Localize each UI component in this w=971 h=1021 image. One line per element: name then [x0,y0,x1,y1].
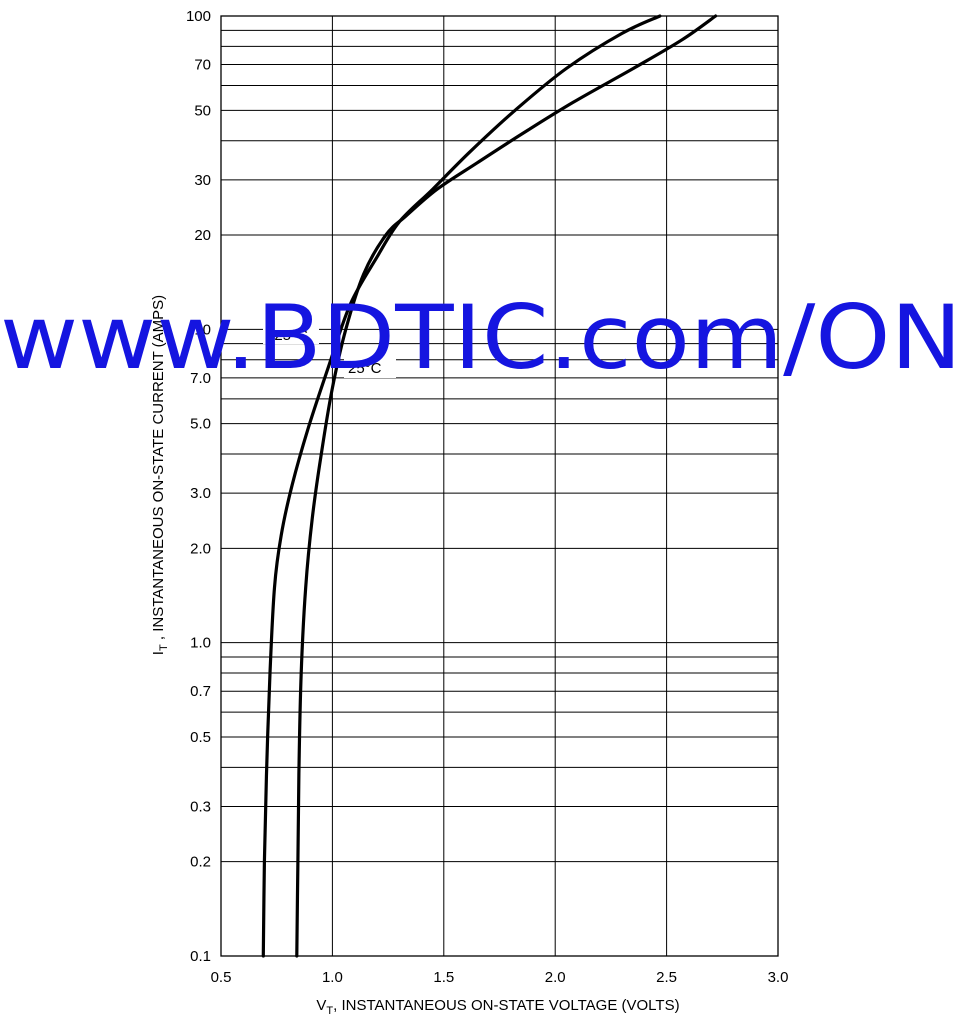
y-tick-label: 7.0 [190,370,211,387]
x-axis-title: VT, INSTANTANEOUS ON-STATE VOLTAGE (VOLT… [316,997,679,1017]
y-tick-label: 2.0 [190,540,211,557]
y-tick-labels: 0.1 0.2 0.3 0.5 0.7 1.0 2.0 3.0 5.0 7.0 10 20 30 50 70… [186,8,211,965]
y-tick-label: 0.1 [190,948,211,965]
plot-frame [220,15,779,957]
curve-label-25-text: 25°C [348,360,382,377]
y-tick-label: 0.3 [190,799,211,816]
y-tick-label: 10 [194,321,211,338]
x-tick-label: 2.5 [656,969,677,986]
y-tick-label: 3.0 [190,485,211,502]
x-tick-labels: 0.5 1.0 1.5 2.0 2.5 3.0 [211,969,789,986]
y-tick-label: 20 [194,227,211,244]
x-tick-label: 3.0 [768,969,789,986]
y-tick-label: 5.0 [190,416,211,433]
y-tick-label: 50 [194,102,211,119]
curve-label-125: 125°C [263,322,319,344]
y-tick-label: 30 [194,172,211,189]
y-tick-label: 100 [186,8,211,25]
y-tick-label: 0.5 [190,729,211,746]
series-line-25c [295,14,718,958]
y-tick-label: 1.0 [190,635,211,652]
y-tick-label: 70 [194,57,211,74]
watermark-text: www.BDTIC.com/ON [0,286,962,389]
curve-label-125-text: 125°C [266,327,308,344]
y-tick-label: 0.2 [190,854,211,871]
chart-curves [261,14,718,958]
chart-grid [220,15,779,957]
x-tick-label: 1.5 [433,969,454,986]
curve-label-25: 25°C [344,356,396,378]
x-tick-label: 0.5 [211,969,232,986]
x-tick-label: 2.0 [545,969,566,986]
y-tick-label: 0.7 [190,683,211,700]
x-tick-label: 1.0 [322,969,343,986]
series-line-125c [261,14,662,958]
y-axis-title: IT , INSTANTANEOUS ON-STATE CURRENT (AMP… [150,295,170,655]
